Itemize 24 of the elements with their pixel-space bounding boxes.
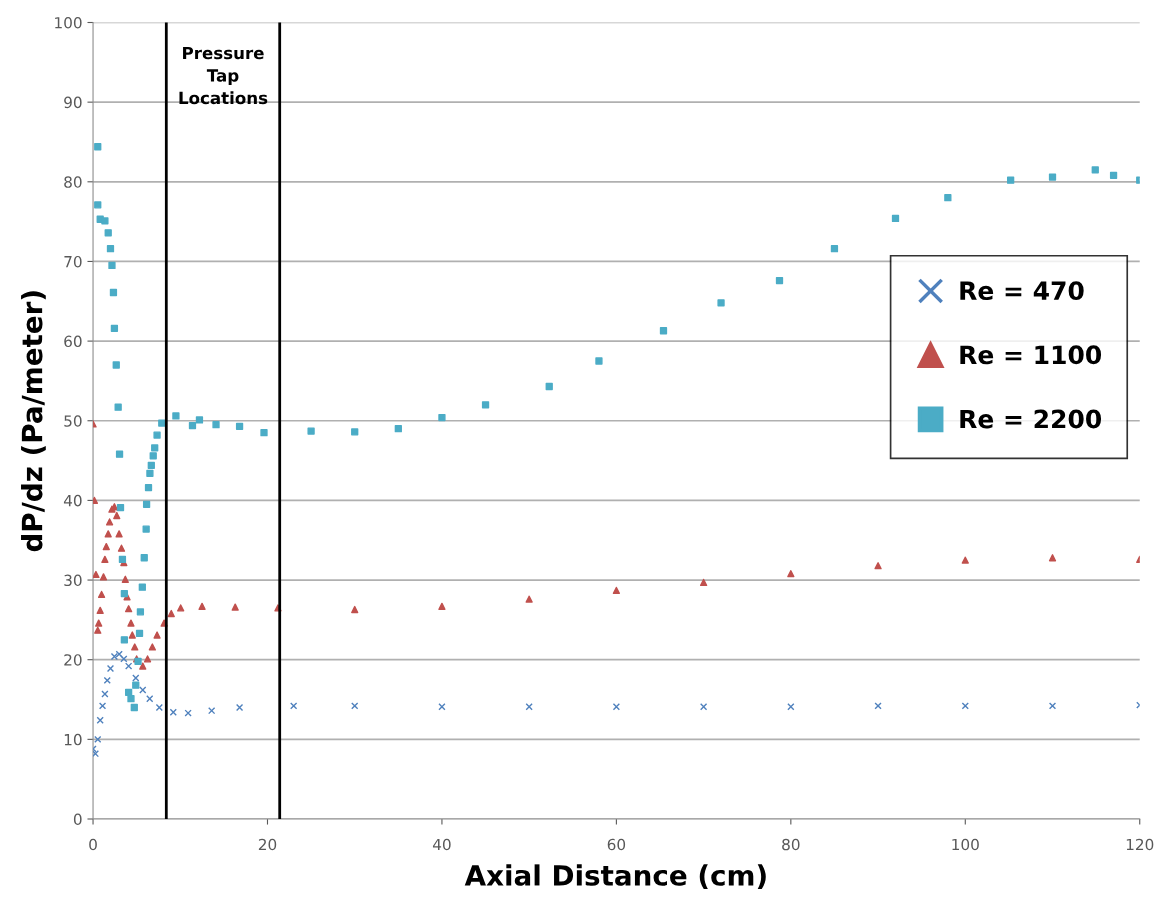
y-tick-label: 40: [63, 494, 82, 507]
x-tick-label: 80: [782, 838, 800, 851]
y-tick-label: 60: [64, 335, 82, 348]
y-tick-label: 50: [64, 415, 82, 427]
x-tick-label: 100: [952, 838, 979, 851]
legend-label: Re = 1100: [960, 345, 1102, 365]
y-tick-label: 80: [64, 176, 82, 188]
y-tick-label: 90: [64, 96, 82, 109]
x-axis-title: Axial Distance (cm): [464, 864, 766, 890]
y-tick-label: 20: [64, 654, 82, 666]
annotation: Pressure Tap Locations: [179, 46, 268, 105]
legend-label: Re = 470: [960, 281, 1084, 301]
y-tick-label: 0: [73, 813, 82, 826]
y-tick-label: 100: [55, 16, 82, 29]
x-tick-label: 20: [258, 838, 277, 851]
y-tick-label: 30: [64, 574, 82, 587]
x-tick-label: 120: [1126, 838, 1154, 851]
y-tick-label: 10: [64, 733, 82, 746]
legend-label: Re = 2200: [960, 409, 1102, 429]
x-tick-label: 60: [607, 838, 626, 851]
x-tick-label: 40: [432, 838, 451, 851]
x-tick-label: 0: [89, 838, 97, 851]
y-axis-title: dP/dz (Pa/meter): [21, 291, 46, 552]
y-tick-label: 70: [64, 255, 82, 268]
